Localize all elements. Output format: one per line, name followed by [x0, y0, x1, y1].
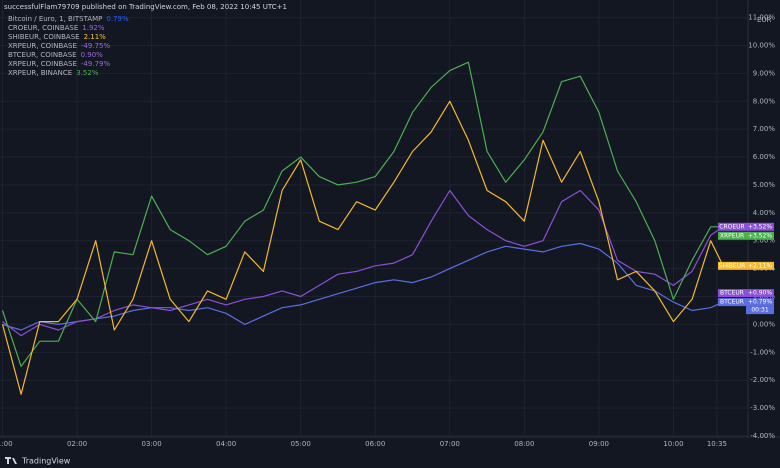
y-tick-label: 4.00% [753, 209, 776, 217]
legend-change: -49.79% [81, 60, 111, 68]
legend-entry: XRPEUR, BINANCE 3.52% [8, 69, 99, 77]
legend-entry: CROEUR, COINBASE 1.92% [8, 24, 105, 32]
grid [0, 0, 748, 437]
price-tag-bg [746, 222, 774, 231]
brand-logo [5, 457, 17, 464]
series-line [1, 100, 724, 395]
y-tick-label: 5.00% [753, 181, 776, 189]
price-tag-bg [718, 289, 746, 298]
price-tag-bg [718, 298, 746, 307]
countdown: 00:31 [751, 307, 768, 314]
y-tick-label: 0.00% [753, 320, 776, 328]
legend-name: XRPEUR, BINANCE [8, 69, 72, 77]
legend-change: 3.52% [76, 69, 99, 77]
price-tag-name: CROEUR [719, 223, 744, 230]
price-tag-change: +2.11% [748, 262, 772, 269]
legend-change: 0.90% [81, 51, 104, 59]
y-tick-label: 3.00% [753, 237, 776, 245]
legend-entry: XRPEUR, COINBASE -49.75% [8, 42, 110, 50]
price-tag-change: +0.79% [748, 299, 772, 306]
legend-name: CROEUR, COINBASE [8, 24, 78, 32]
x-tick-label: 04:00 [216, 440, 236, 448]
legend-name: XRPEUR, COINBASE [8, 60, 77, 68]
y-tick-label: -3.00% [750, 404, 775, 412]
y-tick-label: 7.00% [753, 125, 776, 133]
x-tick-label: 08:00 [514, 440, 534, 448]
legend-change: -49.75% [81, 42, 111, 50]
footer [0, 451, 780, 468]
x-tick-label: 10:00 [663, 440, 683, 448]
price-tag-bg [718, 231, 746, 240]
price-tags: CROEUR +3.52% XRPEUR +3.52% SHIBEUR +2.11% BTC… [718, 222, 774, 315]
price-tag-name: BTCEUR [720, 290, 744, 297]
x-tick-label: 07:00 [440, 440, 460, 448]
x-tick-label: 02:00 [67, 440, 87, 448]
header: successfulFlam79709 published on Trading… [4, 3, 287, 11]
brand: TradingView [21, 457, 71, 466]
lines [1, 61, 724, 395]
legend-name: BTCEUR, COINBASE [8, 51, 77, 59]
y-tick-label: 10.00% [748, 41, 775, 49]
currency: EUR [757, 16, 772, 24]
series-line [2, 189, 724, 337]
legend: Bitcoin / Euro, 1, BITSTAMP 0.79%CROEUR, … [8, 15, 129, 77]
x-tick-label: 01:00 [0, 440, 13, 448]
price-tag-bg [746, 261, 774, 270]
legend-name: SHIBEUR, COINBASE [8, 33, 80, 41]
price-tag-name: XRPEUR [720, 232, 744, 239]
legend-entry: XRPEUR, COINBASE -49.79% [8, 60, 110, 68]
price-tag-bg [746, 298, 774, 307]
y-tick-label: -1.00% [750, 348, 775, 356]
y-tick-label: 8.00% [753, 97, 776, 105]
price-tag-name: SHIBEUR [719, 262, 746, 269]
y-tick-label: 11.00% [748, 14, 775, 22]
legend-change: 0.79% [106, 15, 129, 23]
countdown-bg [746, 306, 774, 315]
series-line [2, 242, 724, 331]
price-tag-change: +3.52% [748, 232, 772, 239]
price-tag-bg [746, 289, 774, 298]
price-tag-bg [718, 261, 746, 270]
legend-change: 2.11% [84, 33, 107, 41]
x-tick-label: 10:35 [707, 440, 727, 448]
legend-name: Bitcoin / Euro, 1, BITSTAMP [8, 15, 102, 23]
legend-name: XRPEUR, COINBASE [8, 42, 77, 50]
price-tag-change: +3.52% [748, 223, 772, 230]
price-tag-bg [718, 222, 746, 231]
y-tick-label: 6.00% [753, 153, 776, 161]
y-tick-label: -4.00% [750, 432, 775, 440]
price-tag-change: +0.90% [748, 290, 772, 297]
legend-entry: Bitcoin / Euro, 1, BITSTAMP 0.79% [8, 15, 129, 23]
x-tick-label: 03:00 [141, 440, 161, 448]
y-tick-label: -2.00% [750, 376, 775, 384]
y-tick-label: 9.00% [753, 69, 776, 77]
x-tick-label: 09:00 [589, 440, 609, 448]
legend-change: 1.92% [82, 24, 105, 32]
price-tag-bg [746, 231, 774, 240]
price-tag-name: BTCEUR [720, 299, 744, 306]
legend-entry: SHIBEUR, COINBASE 2.11% [8, 33, 106, 41]
x-tick-label: 06:00 [365, 440, 385, 448]
legend-entry: BTCEUR, COINBASE 0.90% [8, 51, 103, 59]
series-line [1, 61, 724, 367]
x-tick-label: 05:00 [291, 440, 311, 448]
